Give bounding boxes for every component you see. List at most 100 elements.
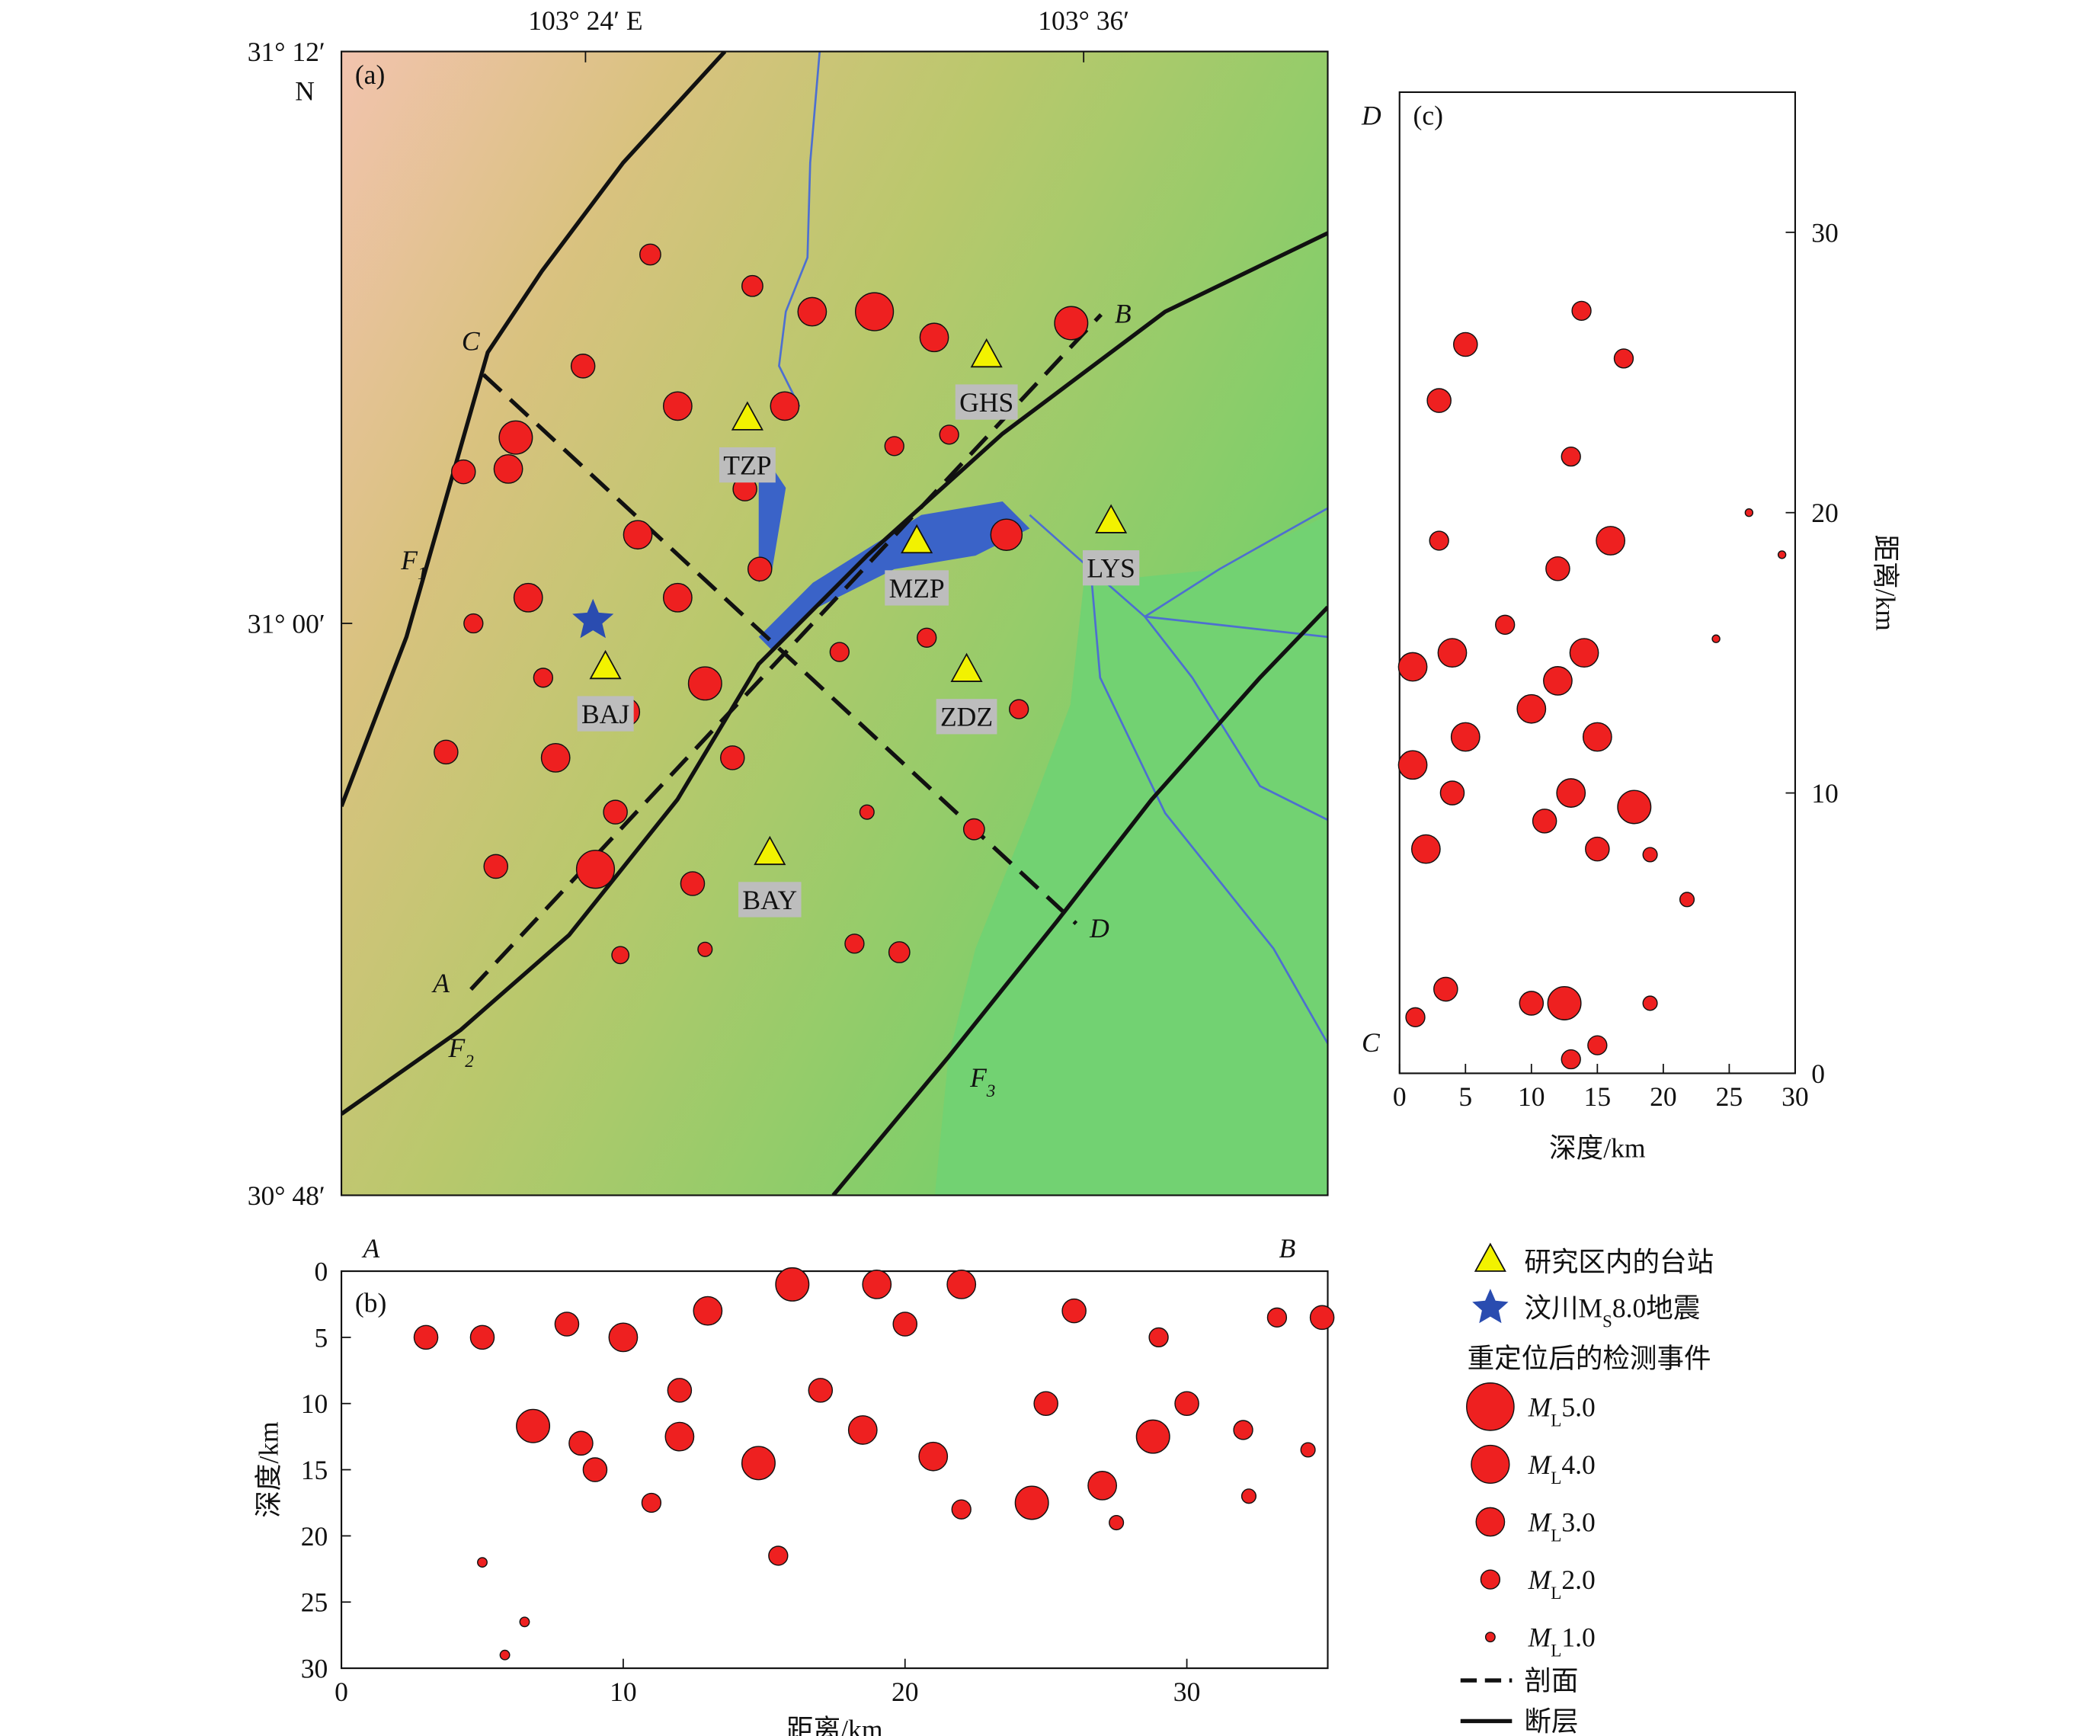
x-tick-label: 20	[1650, 1081, 1677, 1112]
event	[1543, 666, 1573, 696]
profile-end-label: B	[1115, 298, 1132, 328]
legend-label-part: 8.0地震	[1612, 1293, 1701, 1324]
legend-station-symbol	[1474, 1242, 1506, 1272]
y-axis-label: 距离/km	[1871, 534, 1901, 631]
event	[1777, 550, 1787, 559]
event	[533, 668, 553, 688]
fault-label-part: F	[448, 1033, 466, 1063]
event	[1426, 388, 1452, 413]
event	[770, 391, 800, 421]
x-tick-label: 25	[1716, 1081, 1743, 1112]
y-tick-label: 0	[315, 1256, 328, 1286]
event	[641, 1492, 662, 1513]
event	[1135, 1419, 1170, 1454]
legend-label: 研究区内的台站	[1524, 1247, 1714, 1277]
legend-label: ML1.0	[1528, 1622, 1596, 1661]
profile-end-label: C	[462, 326, 481, 357]
event	[917, 627, 937, 648]
event	[1561, 1049, 1581, 1070]
profile-end-label: C	[1362, 1027, 1381, 1058]
station-label-box	[955, 384, 1018, 420]
event	[1587, 1035, 1608, 1055]
event	[844, 934, 865, 954]
event	[513, 582, 543, 613]
event	[469, 1324, 495, 1350]
event	[1109, 1514, 1125, 1531]
event	[554, 1312, 580, 1337]
event	[854, 292, 895, 332]
x-tick-label: 20	[892, 1677, 919, 1707]
fault-label: F3	[969, 1062, 995, 1100]
event	[1009, 699, 1029, 719]
event	[1233, 1420, 1253, 1440]
plot-frame	[1398, 91, 1797, 1075]
x-tick-label: 0	[1393, 1081, 1407, 1112]
legend-label-part: M	[1528, 1622, 1553, 1653]
station-label-box	[885, 570, 949, 606]
event	[477, 1557, 488, 1568]
station-label: BAY	[742, 885, 797, 915]
event	[847, 1415, 878, 1445]
legend-label-part: 汶川M	[1524, 1293, 1602, 1324]
fault-label-part: F	[969, 1062, 988, 1093]
legend-label-part: L	[1551, 1410, 1561, 1430]
y-tick-label: 20	[1811, 498, 1839, 528]
event	[463, 613, 484, 634]
profile-line	[469, 312, 1103, 991]
station	[1095, 504, 1128, 533]
station-label: BAJ	[581, 699, 629, 729]
event	[829, 642, 850, 662]
x-tick-label: 5	[1458, 1081, 1472, 1112]
event	[1571, 300, 1592, 322]
event	[680, 871, 706, 896]
event	[1437, 638, 1468, 668]
legend-label: ML4.0	[1528, 1449, 1596, 1488]
event	[575, 850, 616, 889]
legend-label-part: M	[1528, 1392, 1553, 1422]
station-label-box	[936, 699, 997, 735]
event	[918, 1441, 949, 1472]
fault-label-part: 2	[465, 1051, 474, 1071]
station-label-box	[1082, 550, 1140, 586]
event	[888, 941, 911, 963]
legend-label: ML5.0	[1528, 1392, 1596, 1430]
x-tick-label: 0	[335, 1677, 348, 1707]
x-tick-label: 103° 24′ E	[528, 5, 642, 36]
event	[1556, 778, 1586, 808]
x-tick-label: 30	[1781, 1081, 1809, 1112]
event	[499, 1649, 511, 1661]
legend-label-part: L	[1551, 1468, 1561, 1488]
event	[951, 1499, 972, 1520]
profile-end-label: B	[1279, 1233, 1295, 1264]
profile-end-label: D	[1361, 101, 1381, 131]
panel-label: (a)	[355, 59, 385, 90]
legend-label-part: 1.0	[1561, 1622, 1595, 1653]
event	[719, 745, 745, 770]
y-tick-label: 30° 48′	[248, 1180, 325, 1211]
legend-label-part: S	[1602, 1312, 1612, 1331]
event	[797, 296, 828, 327]
fault-label-part: 3	[986, 1081, 996, 1100]
event	[493, 454, 523, 484]
station	[970, 338, 1003, 368]
event	[611, 946, 630, 965]
event	[1596, 526, 1626, 556]
event	[1519, 991, 1545, 1016]
event	[741, 274, 763, 297]
event	[1054, 306, 1089, 341]
event	[1033, 1391, 1058, 1416]
profile-end-label: D	[1089, 913, 1109, 943]
event	[1711, 634, 1721, 643]
y-tick-label: 10	[1811, 778, 1839, 809]
profile-end-label: A	[362, 1233, 380, 1264]
station-label: MZP	[889, 573, 945, 604]
event	[1266, 1307, 1288, 1328]
fault-label: F1	[400, 545, 426, 583]
panel-label: (c)	[1413, 101, 1443, 131]
legend-label: 重定位后的检测事件	[1468, 1343, 1711, 1373]
event	[570, 354, 596, 379]
y-tick-label: 30	[1811, 217, 1839, 248]
event	[1240, 1488, 1256, 1504]
station-label: LYS	[1087, 553, 1135, 584]
map-background	[341, 51, 1328, 1196]
